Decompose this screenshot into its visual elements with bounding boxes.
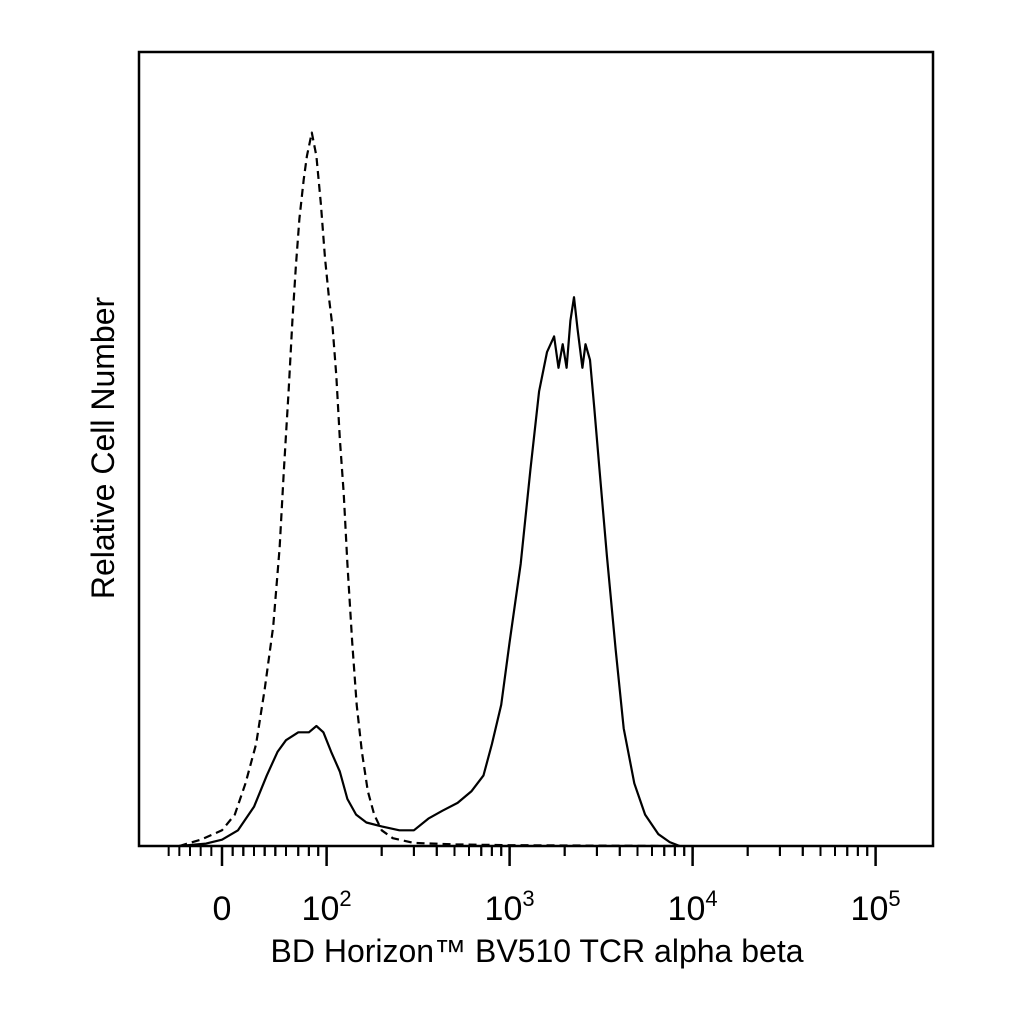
x-axis-title: BD Horizon™ BV510 TCR alpha beta xyxy=(270,933,803,969)
stained-histogram-line xyxy=(179,296,681,848)
x-minor-ticks xyxy=(167,846,869,856)
x-tick-label: 0 xyxy=(213,890,232,928)
y-axis-title: Relative Cell Number xyxy=(85,296,121,599)
x-tick-label: 105 xyxy=(851,886,901,928)
x-tick-label: 104 xyxy=(668,886,718,928)
x-tick-label: 102 xyxy=(302,886,352,928)
series-layer xyxy=(178,131,681,848)
x-tick-labels: 0 102 103 104 105 xyxy=(213,886,901,928)
control-histogram-line xyxy=(178,131,675,848)
x-tick-label: 103 xyxy=(485,886,535,928)
x-major-ticks xyxy=(220,846,877,866)
